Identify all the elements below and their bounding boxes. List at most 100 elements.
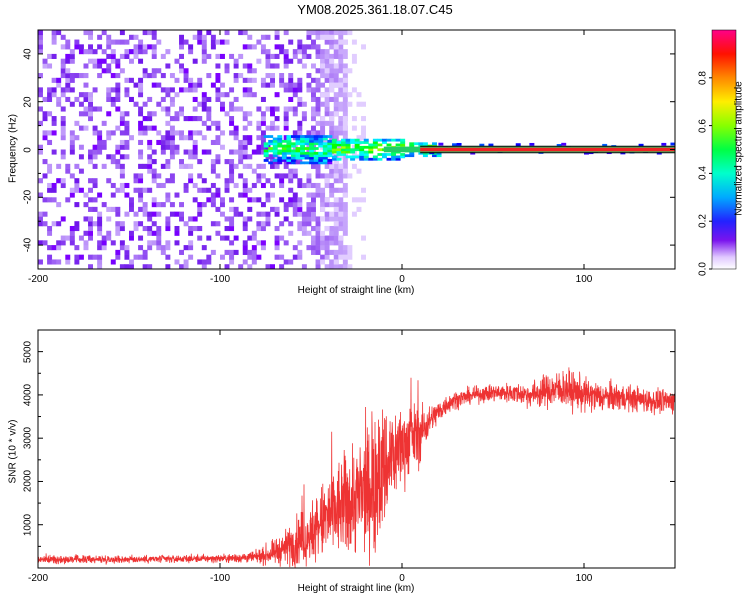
heatmap-cell xyxy=(83,82,89,88)
heatmap-cell xyxy=(274,34,280,40)
heatmap-cell xyxy=(179,44,184,50)
heatmap-cell xyxy=(92,182,98,189)
heatmap-cell xyxy=(110,101,116,107)
heatmap-cell xyxy=(210,82,216,88)
heatmap-cell xyxy=(220,144,225,150)
heatmap-cell xyxy=(97,34,103,40)
heatmap-cell xyxy=(327,135,333,138)
heatmap-cell xyxy=(372,145,378,149)
heatmap-cell xyxy=(306,87,312,93)
heatmap-cell xyxy=(329,111,335,117)
heatmap-cell xyxy=(124,53,130,59)
heatmap-cell xyxy=(42,116,48,122)
heatmap-cell xyxy=(342,221,348,227)
heatmap-cell xyxy=(147,154,153,160)
heatmap-cell xyxy=(229,120,235,126)
heatmap-cell xyxy=(97,240,103,246)
heatmap-cell xyxy=(142,254,148,260)
heatmap-cells xyxy=(38,30,676,270)
heatmap-cell xyxy=(229,173,235,179)
heatmap-cell xyxy=(306,34,312,40)
heatmap-cell xyxy=(256,225,262,232)
heatmap-cell xyxy=(318,154,324,158)
heatmap-cell xyxy=(368,148,374,152)
heatmap-cell xyxy=(110,49,116,55)
heatmap-cell xyxy=(372,157,378,161)
heatmap-cell xyxy=(320,101,326,107)
heatmap-cell xyxy=(324,96,330,102)
heatmap-cell xyxy=(320,125,326,131)
heatmap-cell xyxy=(297,96,303,102)
heatmap-cell xyxy=(106,178,112,184)
heatmap-cell xyxy=(283,53,289,59)
heatmap-cell xyxy=(251,230,257,236)
heatmap-cell xyxy=(229,221,235,227)
heatmap-cell xyxy=(272,142,278,146)
heatmap-cell xyxy=(124,125,130,131)
heatmap-cell xyxy=(169,125,175,131)
heatmap-cell xyxy=(297,206,303,212)
heatmap-cell xyxy=(238,149,244,155)
heatmap-cell xyxy=(270,125,275,131)
heatmap-cell xyxy=(60,135,66,141)
heatmap-cell xyxy=(315,230,321,236)
heatmap-cell xyxy=(361,135,366,141)
heatmap-cell xyxy=(220,101,225,107)
heatmap-cell xyxy=(97,211,103,217)
heatmap-cell xyxy=(88,254,93,260)
heatmap-cell xyxy=(129,230,134,236)
heatmap-cell xyxy=(265,125,271,131)
heatmap-cell xyxy=(315,120,321,126)
heatmap-cell xyxy=(347,173,353,179)
heatmap-cell xyxy=(83,63,89,69)
heatmap-cell xyxy=(197,259,203,265)
heatmap-cell xyxy=(97,259,103,265)
line-x-tick-label: -100 xyxy=(209,573,231,584)
heatmap-cell xyxy=(320,187,326,193)
heatmap-cell xyxy=(329,44,335,50)
heatmap-cell xyxy=(351,197,357,203)
heatmap-cell xyxy=(311,206,316,212)
heatmap-cell xyxy=(320,82,326,88)
heatmap-cell xyxy=(333,135,339,141)
heatmap-cell xyxy=(101,139,107,146)
heatmap-cell xyxy=(110,58,116,64)
heatmap-cell xyxy=(138,245,144,251)
heatmap-cell xyxy=(60,120,66,126)
heatmap-cell xyxy=(270,63,275,69)
heatmap-cell xyxy=(197,77,203,83)
heatmap-cell xyxy=(115,206,121,212)
heatmap-cell xyxy=(356,168,362,174)
heatmap-cell xyxy=(215,77,221,83)
heatmap-cell xyxy=(151,178,157,184)
heatmap-cell xyxy=(283,135,289,141)
heatmap-cell xyxy=(320,254,326,260)
heatmap-cell xyxy=(279,77,285,83)
heatmap-cell xyxy=(192,34,198,40)
heatmap-cell xyxy=(297,221,303,227)
heatmap-cell xyxy=(297,182,303,189)
heatmap-cell xyxy=(179,202,184,208)
heatmap-cell xyxy=(138,44,144,50)
heatmap-cell xyxy=(151,30,157,36)
heatmap-cell xyxy=(338,87,344,93)
heatmap-cell xyxy=(92,221,98,227)
heatmap-cell xyxy=(301,101,307,107)
heatmap-cell xyxy=(297,49,303,55)
heatmap-cell xyxy=(311,39,316,45)
heatmap-cell xyxy=(300,147,306,150)
heatmap-cell xyxy=(283,87,289,93)
heatmap-cell xyxy=(183,77,189,83)
heatmap-cell xyxy=(400,153,406,156)
heatmap-cell xyxy=(288,82,294,88)
heatmap-cell xyxy=(286,159,292,162)
heatmap-cell xyxy=(56,101,62,107)
heatmap-cell xyxy=(51,92,57,98)
heatmap-cell xyxy=(42,173,48,179)
heatmap-cell xyxy=(288,168,294,174)
heatmap-cell xyxy=(292,53,298,59)
heatmap-cell xyxy=(224,264,230,270)
heatmap-cell xyxy=(165,240,171,246)
heatmap-cell xyxy=(138,49,144,55)
heatmap-cell xyxy=(342,216,348,222)
